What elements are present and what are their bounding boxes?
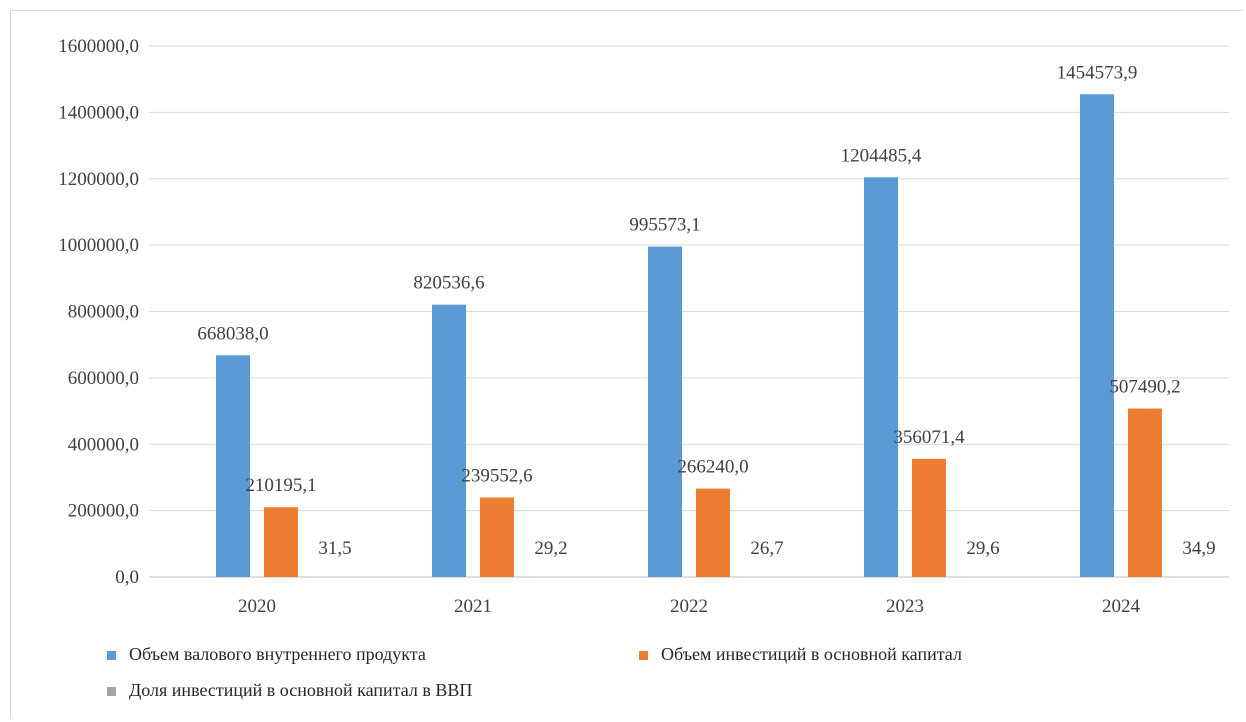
bars (216, 94, 1210, 577)
y-tick-label: 200000,0 (68, 501, 139, 522)
data-label: 34,9 (1182, 538, 1215, 559)
legend: Объем валового внутреннего продукта Объем… (107, 644, 962, 700)
legend-label: Объем инвестиций в основной капитал (661, 644, 962, 664)
x-axis-tick-labels: 2020 2021 2022 2023 2024 (238, 596, 1141, 617)
y-tick-label: 1000000,0 (58, 235, 139, 256)
data-label: 239552,6 (461, 465, 532, 486)
data-label: 1454573,9 (1057, 62, 1138, 83)
data-label: 266240,0 (677, 457, 748, 478)
data-label: 820536,6 (413, 273, 484, 294)
data-label: 210195,1 (245, 475, 316, 496)
legend-swatch (107, 651, 116, 660)
y-tick-label: 1400000,0 (58, 102, 139, 123)
y-tick-label: 600000,0 (68, 368, 139, 389)
data-label: 29,2 (534, 538, 567, 559)
chart-frame: 0,0 200000,0 400000,0 600000,0 800000,0 10000… (10, 10, 1242, 718)
y-tick-label: 1200000,0 (58, 169, 139, 190)
bar (648, 246, 682, 577)
bar (432, 304, 466, 577)
legend-label: Доля инвестиций в основной капитал в ВВП (129, 680, 472, 700)
x-tick-label: 2021 (454, 596, 492, 617)
y-tick-label: 800000,0 (68, 302, 139, 323)
x-tick-label: 2020 (238, 596, 276, 617)
data-label: 31,5 (318, 538, 351, 559)
data-labels: 668038,0 210195,1 31,5 820536,6 239552,6 29,2… (197, 62, 1215, 559)
legend-swatch (639, 651, 648, 660)
data-label: 26,7 (750, 538, 783, 559)
bar (216, 355, 250, 577)
gridlines (149, 45, 1229, 578)
x-tick-label: 2023 (886, 596, 924, 617)
y-axis-tick-labels: 0,0 200000,0 400000,0 600000,0 800000,0 10000… (58, 36, 139, 588)
data-label: 1204485,4 (841, 145, 922, 166)
legend-swatch (107, 687, 116, 696)
x-tick-label: 2024 (1102, 596, 1141, 617)
legend-label: Объем валового внутреннего продукта (129, 644, 426, 664)
data-label: 668038,0 (197, 323, 268, 344)
bar (864, 177, 898, 577)
y-tick-label: 1600000,0 (58, 36, 139, 57)
data-label: 995573,1 (629, 215, 700, 236)
data-label: 356071,4 (893, 427, 965, 448)
bar (480, 497, 514, 577)
data-label: 29,6 (966, 538, 999, 559)
bar (264, 507, 298, 577)
bar (912, 458, 946, 577)
y-tick-label: 400000,0 (68, 434, 139, 455)
x-tick-label: 2022 (670, 596, 708, 617)
bar-chart: 0,0 200000,0 400000,0 600000,0 800000,0 10000… (58, 36, 1229, 700)
data-label: 507490,2 (1109, 377, 1180, 398)
bar (1080, 94, 1114, 577)
y-tick-label: 0,0 (115, 567, 139, 588)
bar (696, 488, 730, 577)
bar (1128, 408, 1162, 577)
